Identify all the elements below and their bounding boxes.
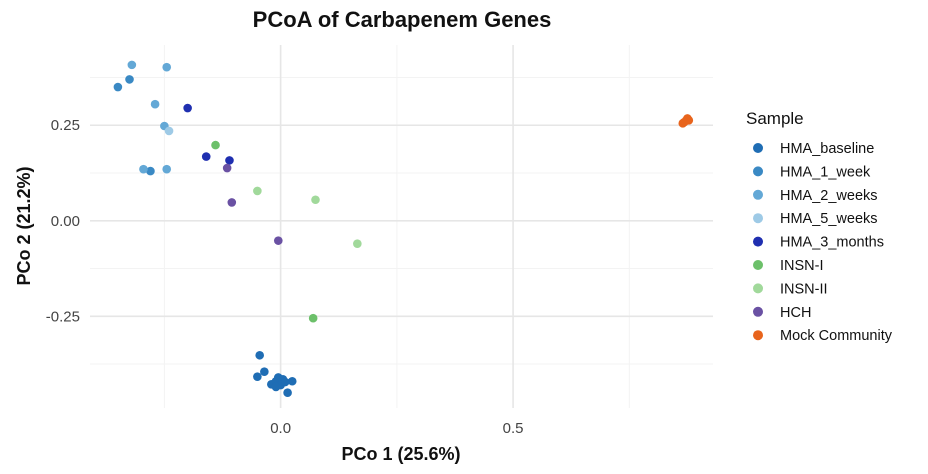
legend-title: Sample: [746, 109, 804, 128]
points-layer: [113, 60, 694, 398]
point-hma-2-weeks: [150, 99, 160, 109]
point-insn-i: [211, 140, 220, 150]
point-hma-baseline: [255, 350, 264, 360]
point-insn-ii: [353, 239, 362, 248]
x-tick-label: 0.0: [270, 420, 291, 437]
y-tick-label: 0.25: [51, 117, 80, 134]
chart-title: PCoA of Carbapenem Genes: [253, 7, 552, 32]
point-hma-2-weeks: [162, 62, 172, 72]
point-insn-ii: [253, 186, 262, 196]
x-tick-label: 0.5: [503, 420, 524, 437]
grid-layer: [90, 45, 713, 408]
point-hch: [222, 163, 232, 173]
legend-label-hma-5-weeks: HMA_5_weeks: [780, 211, 878, 227]
legend-label-insn-i: INSN-I: [780, 258, 824, 274]
point-hma-3-months: [201, 152, 211, 161]
point-hma-baseline: [283, 388, 292, 398]
legend-marker-insn-i: [753, 260, 763, 270]
legend-marker-hma-3-months: [753, 236, 763, 247]
point-hch: [227, 198, 237, 207]
x-axis-title: PCo 1 (25.6%): [341, 444, 460, 464]
legend-marker-hch: [753, 306, 763, 317]
legend-label-hma-1-week: HMA_1_week: [780, 164, 871, 180]
legend-label-hma-baseline: HMA_baseline: [780, 141, 874, 157]
legend-label-hma-2-weeks: HMA_2_weeks: [780, 188, 878, 204]
point-hma-baseline: [271, 382, 281, 392]
legend: Sample HMA_baseline HMA_1_week HMA_2_weeks…: [746, 109, 893, 344]
point-hma-1-week: [146, 166, 155, 176]
legend-marker-insn-ii: [753, 283, 763, 294]
point-hma-2-weeks: [139, 164, 148, 174]
legend-label-hch: HCH: [780, 305, 811, 321]
point-hma-2-weeks: [127, 60, 137, 70]
point-hma-baseline: [280, 377, 290, 387]
y-tick-label: 0.00: [51, 213, 80, 230]
legend-marker-mock-community: [753, 330, 763, 341]
point-hma-5-weeks: [164, 126, 174, 136]
point-hma-baseline: [253, 372, 262, 381]
legend-marker-hma-baseline: [753, 143, 763, 153]
point-hma-1-week: [125, 75, 134, 84]
legend-label-mock-community: Mock Community: [780, 328, 893, 344]
point-hma-baseline: [260, 367, 269, 377]
point-hma-1-week: [113, 82, 123, 92]
legend-marker-hma-5-weeks: [753, 213, 763, 224]
point-hma-2-weeks: [162, 164, 172, 174]
point-hch: [273, 236, 283, 245]
point-hma-3-months: [225, 156, 234, 165]
point-hma-baseline: [287, 376, 297, 386]
legend-marker-hma-2-weeks: [753, 189, 763, 200]
y-tick-label: -0.25: [46, 308, 80, 325]
y-axis-title: PCo 2 (21.2%): [14, 166, 34, 285]
legend-marker-hma-1-week: [753, 166, 763, 177]
legend-label-insn-ii: INSN-II: [780, 281, 828, 297]
point-hma-3-months: [183, 103, 192, 113]
tick-layer: 0.0 0.5 -0.25 0.00 0.25: [46, 117, 524, 437]
point-insn-i: [308, 313, 318, 323]
legend-label-hma-3-months: HMA_3_months: [780, 235, 884, 251]
point-mock-community: [679, 117, 689, 127]
point-insn-ii: [311, 195, 320, 205]
